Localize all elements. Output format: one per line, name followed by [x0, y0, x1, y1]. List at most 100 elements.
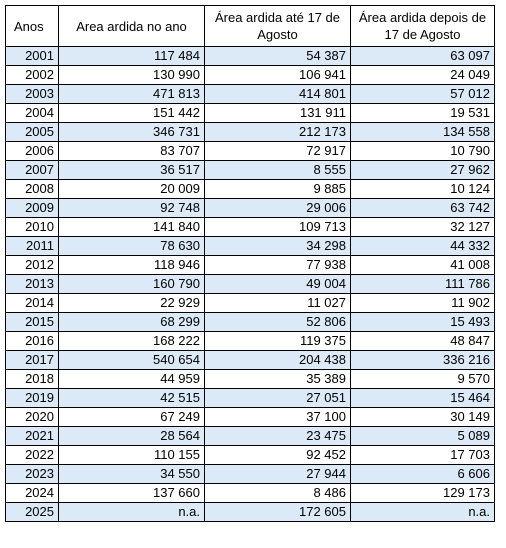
cell-area-until-aug17: 414 801: [204, 84, 351, 104]
table-row: 2009 92 748 29 006 63 742: [5, 198, 495, 218]
table-row: 2023 34 550 27 944 6 606: [5, 464, 495, 484]
cell-total-area: 20 009: [58, 179, 205, 199]
cell-area-until-aug17: 92 452: [204, 445, 351, 465]
cell-area-until-aug17: 54 387: [204, 46, 351, 66]
cell-year: 2011: [5, 236, 59, 256]
cell-area-until-aug17: 72 917: [204, 141, 351, 161]
cell-total-area: 28 564: [58, 426, 205, 446]
cell-year: 2003: [5, 84, 59, 104]
cell-area-until-aug17: 37 100: [204, 407, 351, 427]
cell-area-until-aug17: 29 006: [204, 198, 351, 218]
table-row: 2020 67 249 37 100 30 149: [5, 407, 495, 427]
cell-total-area: 118 946: [58, 255, 205, 275]
cell-area-until-aug17: 35 389: [204, 369, 351, 389]
cell-year: 2009: [5, 198, 59, 218]
cell-area-until-aug17: 9 885: [204, 179, 351, 199]
table-row: 2025 n.a. 172 605 n.a.: [5, 502, 495, 522]
cell-area-until-aug17: 52 806: [204, 312, 351, 332]
cell-year: 2025: [5, 502, 59, 522]
cell-total-area: 68 299: [58, 312, 205, 332]
cell-year: 2002: [5, 65, 59, 85]
cell-total-area: 151 442: [58, 103, 205, 123]
cell-area-after-aug17: 19 531: [350, 103, 495, 123]
cell-year: 2017: [5, 350, 59, 370]
table-header: Anos Area ardida no ano Área ardida até …: [5, 5, 495, 47]
cell-year: 2016: [5, 331, 59, 351]
table-row: 2015 68 299 52 806 15 493: [5, 312, 495, 332]
table-row: 2008 20 009 9 885 10 124: [5, 179, 495, 199]
cell-total-area: 117 484: [58, 46, 205, 66]
cell-area-until-aug17: 49 004: [204, 274, 351, 294]
table-row: 2010 141 840 109 713 32 127: [5, 217, 495, 237]
table-row: 2021 28 564 23 475 5 089: [5, 426, 495, 446]
table-row: 2003 471 813 414 801 57 012: [5, 84, 495, 104]
cell-area-after-aug17: 15 464: [350, 388, 495, 408]
cell-area-after-aug17: 5 089: [350, 426, 495, 446]
cell-area-after-aug17: 10 790: [350, 141, 495, 161]
cell-year: 2014: [5, 293, 59, 313]
cell-area-after-aug17: 27 962: [350, 160, 495, 180]
cell-total-area: n.a.: [58, 502, 205, 522]
table-row: 2002 130 990 106 941 24 049: [5, 65, 495, 85]
cell-total-area: 36 517: [58, 160, 205, 180]
table-row: 2004 151 442 131 911 19 531: [5, 103, 495, 123]
cell-area-after-aug17: 48 847: [350, 331, 495, 351]
table-row: 2018 44 959 35 389 9 570: [5, 369, 495, 389]
table-row: 2006 83 707 72 917 10 790: [5, 141, 495, 161]
table-row: 2016 168 222 119 375 48 847: [5, 331, 495, 351]
cell-year: 2012: [5, 255, 59, 275]
cell-area-after-aug17: 129 173: [350, 483, 495, 503]
header-year: Anos: [5, 5, 59, 47]
cell-total-area: 22 929: [58, 293, 205, 313]
table-row: 2011 78 630 34 298 44 332: [5, 236, 495, 256]
cell-year: 2019: [5, 388, 59, 408]
table-row: 2019 42 515 27 051 15 464: [5, 388, 495, 408]
cell-area-until-aug17: 109 713: [204, 217, 351, 237]
cell-total-area: 92 748: [58, 198, 205, 218]
cell-area-after-aug17: 336 216: [350, 350, 495, 370]
cell-year: 2024: [5, 483, 59, 503]
cell-total-area: 346 731: [58, 122, 205, 142]
cell-area-after-aug17: n.a.: [350, 502, 495, 522]
burned-area-table-container: Anos Area ardida no ano Área ardida até …: [5, 5, 495, 522]
cell-total-area: 34 550: [58, 464, 205, 484]
cell-area-after-aug17: 111 786: [350, 274, 495, 294]
table-row: 2001 117 484 54 387 63 097: [5, 46, 495, 66]
cell-year: 2010: [5, 217, 59, 237]
cell-total-area: 141 840: [58, 217, 205, 237]
cell-area-after-aug17: 63 742: [350, 198, 495, 218]
cell-total-area: 160 790: [58, 274, 205, 294]
cell-area-until-aug17: 27 051: [204, 388, 351, 408]
cell-area-until-aug17: 8 555: [204, 160, 351, 180]
header-area-after-aug17: Área ardida depois de 17 de Agosto: [350, 5, 495, 47]
cell-area-after-aug17: 11 902: [350, 293, 495, 313]
cell-area-after-aug17: 134 558: [350, 122, 495, 142]
table-row: 2005 346 731 212 173 134 558: [5, 122, 495, 142]
table-row: 2012 118 946 77 938 41 008: [5, 255, 495, 275]
cell-area-until-aug17: 212 173: [204, 122, 351, 142]
cell-area-until-aug17: 131 911: [204, 103, 351, 123]
cell-total-area: 83 707: [58, 141, 205, 161]
header-total-area: Area ardida no ano: [58, 5, 205, 47]
cell-year: 2001: [5, 46, 59, 66]
table-row: 2007 36 517 8 555 27 962: [5, 160, 495, 180]
cell-area-until-aug17: 8 486: [204, 483, 351, 503]
table-body: 2001 117 484 54 387 63 097 2002 130 990 106 94…: [5, 46, 495, 522]
burned-area-table: Anos Area ardida no ano Área ardida até …: [5, 5, 495, 522]
cell-area-after-aug17: 41 008: [350, 255, 495, 275]
cell-year: 2021: [5, 426, 59, 446]
table-row: 2017 540 654 204 438 336 216: [5, 350, 495, 370]
cell-total-area: 78 630: [58, 236, 205, 256]
cell-total-area: 110 155: [58, 445, 205, 465]
cell-year: 2007: [5, 160, 59, 180]
cell-area-until-aug17: 34 298: [204, 236, 351, 256]
cell-year: 2006: [5, 141, 59, 161]
cell-area-until-aug17: 23 475: [204, 426, 351, 446]
cell-area-after-aug17: 32 127: [350, 217, 495, 237]
table-row: 2013 160 790 49 004 111 786: [5, 274, 495, 294]
cell-total-area: 168 222: [58, 331, 205, 351]
cell-total-area: 137 660: [58, 483, 205, 503]
cell-area-after-aug17: 57 012: [350, 84, 495, 104]
cell-year: 2008: [5, 179, 59, 199]
cell-total-area: 540 654: [58, 350, 205, 370]
